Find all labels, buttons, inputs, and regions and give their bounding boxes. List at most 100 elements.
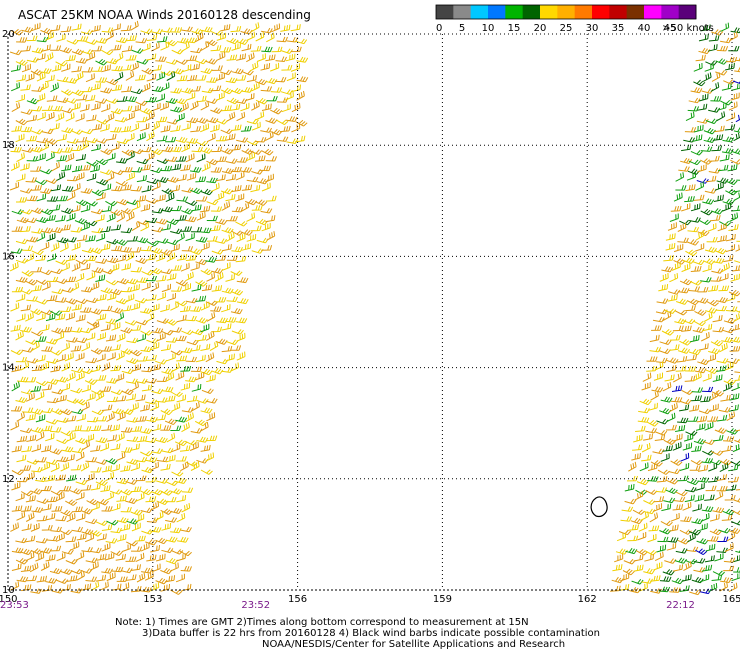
wind-barb [687, 416, 699, 422]
wind-barb [46, 397, 59, 404]
wind-barb [145, 476, 157, 483]
wind-barb [690, 150, 703, 156]
wind-barb [676, 356, 688, 363]
wind-barb [712, 374, 723, 382]
wind-barb [115, 239, 128, 246]
wind-barb [220, 87, 234, 95]
wind-barb [56, 552, 66, 562]
wind-barb [9, 181, 20, 191]
wind-barb [707, 285, 719, 292]
wind-barb [120, 125, 132, 133]
wind-barb [194, 32, 204, 43]
wind-barb [686, 298, 700, 306]
wind-barb [166, 176, 179, 183]
wind-barb [70, 129, 83, 135]
wind-barb [170, 205, 182, 212]
wind-barb [240, 166, 253, 173]
wind-barb [670, 512, 680, 522]
wind-barb [21, 407, 34, 413]
note-line-3: NOAA/NESDIS/Center for Satellite Applica… [262, 639, 566, 650]
wind-barb [26, 296, 38, 302]
wind-barb [90, 581, 100, 591]
wind-barb [156, 194, 166, 202]
wind-barb [666, 357, 679, 364]
wind-barb [709, 391, 719, 401]
wind-barb [140, 330, 153, 336]
wind-barb [110, 389, 123, 395]
wind-barb [676, 298, 689, 305]
wind-barb [165, 319, 178, 326]
wind-barb [735, 550, 740, 553]
wind-barb [279, 125, 291, 133]
wind-barb [246, 31, 256, 41]
wind-barb [61, 342, 70, 352]
wind-barb [105, 172, 115, 182]
wind-barb [91, 102, 101, 111]
wind-barb [734, 438, 740, 443]
wind-barb [718, 285, 730, 292]
wind-barb [176, 196, 189, 202]
wind-barb [235, 221, 248, 227]
wind-barb [16, 313, 26, 322]
wind-barb [135, 535, 146, 542]
wind-barb [21, 445, 32, 453]
wind-barb [665, 233, 676, 241]
wind-barb [70, 587, 83, 594]
wind-barb [688, 97, 701, 104]
wind-barb [160, 125, 171, 133]
wind-barb [170, 527, 182, 534]
wind-barb [200, 100, 210, 111]
wind-barb [250, 45, 262, 52]
wind-barb [266, 32, 275, 43]
wind-barb [56, 155, 68, 162]
wind-barb [716, 235, 727, 243]
wind-barb [86, 271, 96, 281]
wind-barb [100, 87, 113, 94]
wind-barb [156, 71, 166, 81]
wind-barb [101, 424, 112, 431]
wind-barb [10, 522, 19, 532]
wind-barb [61, 185, 74, 192]
wind-barb [698, 523, 708, 532]
wind-barb [170, 106, 183, 113]
wind-barb [85, 533, 95, 543]
wind-barb [60, 262, 70, 272]
wind-barb [717, 102, 727, 111]
wind-barb [230, 308, 243, 315]
wind-barb [722, 202, 732, 212]
wind-barb [655, 308, 668, 315]
wind-barb [155, 218, 168, 225]
wind-barb [191, 28, 204, 35]
wind-barb [95, 520, 108, 526]
wind-barb [175, 156, 187, 162]
wind-barb [56, 438, 69, 445]
wind-barb [145, 437, 157, 443]
wind-barb [160, 425, 172, 431]
wind-barb [111, 245, 123, 252]
wind-barb [716, 177, 729, 184]
wind-barb [135, 195, 147, 203]
wind-barb [36, 232, 46, 242]
wind-barb [56, 417, 69, 423]
wind-barb [700, 146, 713, 152]
wind-barb [145, 96, 157, 103]
wind-barb [731, 83, 740, 91]
wind-barb [135, 456, 148, 463]
wind-barb [693, 558, 706, 564]
wind-barb [720, 577, 732, 583]
wind-barb [714, 427, 727, 434]
wind-barb [10, 349, 23, 356]
wind-barb [15, 330, 24, 341]
wind-barb [149, 526, 162, 533]
wind-barb [627, 535, 639, 542]
wind-barb [70, 145, 82, 151]
wind-barb [166, 337, 178, 343]
wind-barb [36, 216, 49, 224]
wind-barb [85, 518, 98, 525]
wind-barb [41, 281, 51, 291]
wind-barb [91, 66, 103, 72]
wind-barb [174, 98, 187, 105]
wind-barb [136, 237, 149, 244]
wind-barb [715, 296, 728, 304]
wind-barb [714, 247, 727, 255]
